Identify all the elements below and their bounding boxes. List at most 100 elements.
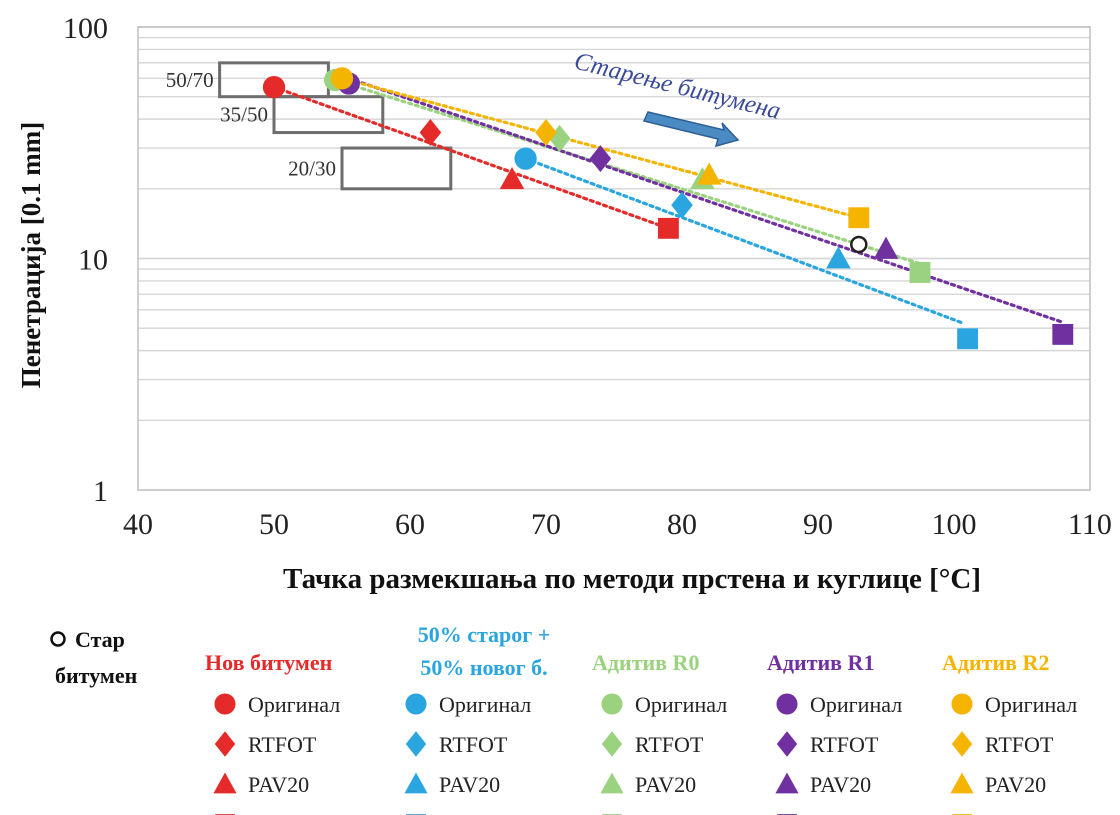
legend-item-label: Оригинал xyxy=(248,692,340,717)
legend-circle-marker xyxy=(776,693,798,715)
legend-column: Нов битумен Оригинал RTFOT PAV20 PAV60 xyxy=(205,650,340,815)
data-point-triangle-marker xyxy=(499,166,525,190)
y-axis-ticks: 1 10 100 xyxy=(63,12,108,508)
y-tick-label: 100 xyxy=(63,12,108,45)
legend-circle-marker xyxy=(951,693,973,715)
legend-item-label: PAV60 xyxy=(810,812,871,815)
legend-series-title-line1: 50% старог + xyxy=(418,622,551,647)
gridlines xyxy=(138,26,1090,422)
grade-box-label: 35/50 xyxy=(220,103,268,127)
data-point-circle-marker xyxy=(330,67,354,90)
legend-column: 50% старог + 50% новог б. Оригинал RTFOT PAV… xyxy=(404,622,550,815)
legend-item-label: PAV20 xyxy=(439,772,500,797)
legend-triangle-marker xyxy=(775,772,799,794)
x-axis-ticks: 40 50 60 70 80 90 100 110 xyxy=(123,508,1112,541)
legend: Стар битумен Нов битумен Оригинал RTFOT PAV… xyxy=(50,622,1077,815)
legend-series-title: Нов битумен xyxy=(205,650,333,675)
x-tick-label: 110 xyxy=(1068,508,1112,541)
legend-triangle-marker xyxy=(404,772,428,794)
legend-old-bitumen: Стар битумен xyxy=(50,627,138,688)
old-bitumen-legend-label-2: битумен xyxy=(55,663,138,688)
legend-item-label: PAV20 xyxy=(985,772,1046,797)
legend-circle-marker xyxy=(601,693,623,715)
x-tick-label: 60 xyxy=(395,508,425,541)
legend-triangle-marker xyxy=(950,772,974,794)
data-point-diamond-marker xyxy=(671,191,693,219)
legend-series-title: Адитив R1 xyxy=(767,650,874,675)
data-points xyxy=(262,67,1074,350)
legend-item-label: RTFOT xyxy=(985,732,1054,757)
legend-item-label: RTFOT xyxy=(248,732,317,757)
trend-lines xyxy=(272,76,1065,324)
y-tick-label: 1 xyxy=(93,475,108,508)
legend-column: Адитив R1 Оригинал RTFOT PAV20 PAV60 xyxy=(767,650,902,815)
legend-triangle-marker xyxy=(600,772,624,794)
legend-item-label: Оригинал xyxy=(635,692,727,717)
grade-box-label: 50/70 xyxy=(166,68,214,92)
data-point-circle-marker xyxy=(514,147,537,170)
legend-item-label: PAV20 xyxy=(635,772,696,797)
legend-item-label: Оригинал xyxy=(439,692,531,717)
y-axis-title: Пенетрација [0.1 mm] xyxy=(16,122,46,388)
data-point-diamond-marker xyxy=(535,119,557,147)
legend-triangle-marker xyxy=(213,772,237,794)
grade-box-label: 20/30 xyxy=(288,156,336,180)
trend-line xyxy=(523,157,963,324)
legend-diamond-marker xyxy=(214,731,236,757)
aging-arrow-icon xyxy=(642,111,740,148)
data-point-square-marker xyxy=(909,262,931,283)
trend-line xyxy=(347,76,1065,324)
data-point-triangle-marker xyxy=(873,236,899,259)
x-tick-label: 40 xyxy=(123,508,153,541)
legend-diamond-marker xyxy=(405,731,427,757)
x-tick-label: 70 xyxy=(531,508,561,541)
legend-item-label: Оригинал xyxy=(985,692,1077,717)
grade-box xyxy=(340,146,453,191)
data-point-square-marker xyxy=(1052,323,1074,345)
aging-label: Старење битумена xyxy=(572,48,784,125)
legend-item-label: PAV20 xyxy=(248,772,309,797)
old-bitumen-legend-label-1: Стар xyxy=(75,627,125,652)
data-point-diamond-marker xyxy=(419,119,442,147)
data-point-square-marker xyxy=(848,207,870,229)
legend-item-label: PAV60 xyxy=(635,812,696,815)
legend-circle-marker xyxy=(214,693,236,715)
data-point-square-marker xyxy=(657,217,679,239)
legend-columns: Нов битуменОригиналRTFOTPAV20PAV6050% ст… xyxy=(205,622,1077,815)
legend-series-title: Адитив R0 xyxy=(592,650,699,675)
y-tick-label: 10 xyxy=(78,244,108,277)
data-point-triangle-marker xyxy=(696,162,722,185)
trend-line xyxy=(333,78,922,266)
data-point-triangle-marker xyxy=(826,246,851,269)
legend-item-label: RTFOT xyxy=(810,732,879,757)
legend-item-label: RTFOT xyxy=(635,732,704,757)
legend-item-label: PAV20 xyxy=(810,772,871,797)
legend-item-label: PAV60 xyxy=(985,812,1046,815)
x-tick-label: 100 xyxy=(932,508,977,541)
old-bitumen-group xyxy=(850,235,868,254)
legend-column: Адитив R2 Оригинал RTFOT PAV20 PAV60 xyxy=(942,650,1077,815)
data-point-square-marker xyxy=(957,328,979,350)
legend-circle-marker xyxy=(405,693,427,715)
legend-item-label: Оригинал xyxy=(810,692,902,717)
legend-diamond-marker xyxy=(601,731,623,757)
x-tick-label: 80 xyxy=(667,508,697,541)
old-bitumen-point xyxy=(850,235,868,254)
legend-column: Адитив R0 Оригинал RTFOT PAV20 PAV60 xyxy=(592,650,727,815)
legend-item-label: PAV60 xyxy=(439,812,500,815)
plot-area xyxy=(137,26,1091,491)
old-bitumen-legend-marker xyxy=(50,631,66,647)
legend-diamond-marker xyxy=(951,731,973,757)
data-point-diamond-marker xyxy=(589,145,612,173)
x-tick-label: 50 xyxy=(259,508,289,541)
x-tick-label: 90 xyxy=(803,508,833,541)
legend-series-title-line2: 50% новог б. xyxy=(420,655,547,680)
legend-series-title: Адитив R2 xyxy=(942,650,1049,675)
legend-item-label: RTFOT xyxy=(439,732,508,757)
legend-item-label: PAV60 xyxy=(248,812,309,815)
legend-diamond-marker xyxy=(776,731,798,757)
x-axis-title: Тачка размекшања по методи прстена и куг… xyxy=(283,563,981,595)
data-point-circle-marker xyxy=(262,75,286,99)
